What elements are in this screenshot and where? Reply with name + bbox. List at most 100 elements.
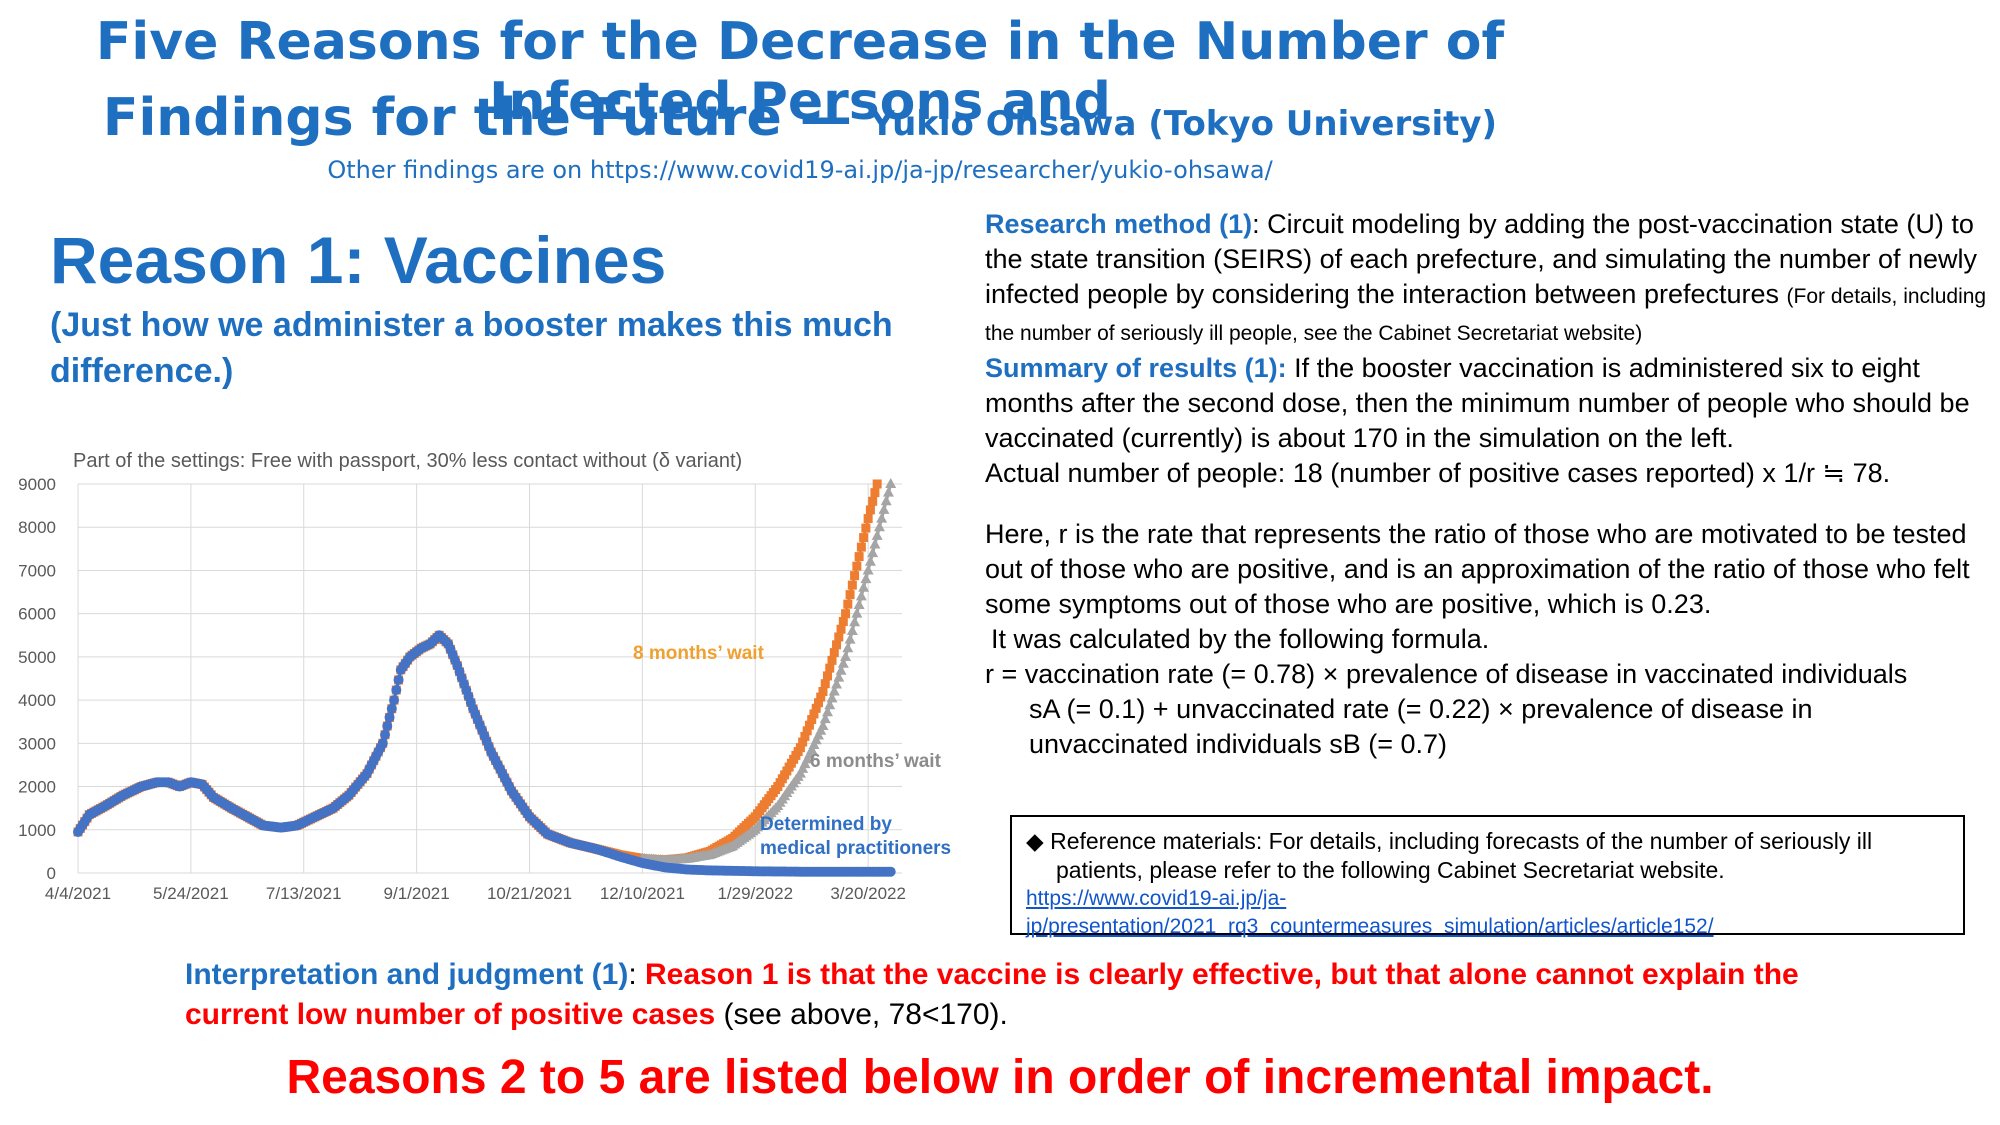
reference-link-line2[interactable]: jp/presentation/2021_rq3_countermeasures… xyxy=(1026,915,1714,938)
data-point xyxy=(827,655,837,665)
data-point xyxy=(859,533,869,543)
x-tick-label: 9/1/2021 xyxy=(384,884,450,903)
page-title-line2: Findings for the Future — Yukio Ohsawa (… xyxy=(0,88,1600,148)
data-point xyxy=(809,709,819,719)
series-line xyxy=(76,633,891,874)
data-point xyxy=(813,698,823,708)
data-point xyxy=(872,479,882,489)
data-point xyxy=(854,552,864,562)
data-point xyxy=(825,663,835,673)
data-point xyxy=(868,496,878,506)
data-point xyxy=(384,712,395,723)
y-tick-label: 1000 xyxy=(18,821,56,840)
data-point xyxy=(849,616,861,627)
data-point xyxy=(878,503,890,514)
data-point xyxy=(800,731,810,741)
actual-number-line: Actual number of people: 18 (number of p… xyxy=(985,458,1891,488)
data-point xyxy=(840,650,852,661)
series-square-markers xyxy=(73,479,882,865)
data-point xyxy=(851,607,863,618)
data-point xyxy=(826,692,838,703)
data-point xyxy=(393,674,404,685)
reference-link-line1[interactable]: https://www.covid19-ai.jp/ja- xyxy=(1026,887,1287,910)
x-tick-label: 7/13/2021 xyxy=(266,884,342,903)
chart-title: Part of the settings: Free with passport… xyxy=(73,450,742,472)
data-point xyxy=(824,699,836,710)
data-point xyxy=(876,512,888,523)
data-point xyxy=(380,729,391,740)
data-point xyxy=(377,738,388,749)
data-point xyxy=(882,486,894,497)
title-dash: — xyxy=(781,88,870,148)
data-point xyxy=(391,685,402,696)
data-point xyxy=(382,721,393,732)
data-point xyxy=(860,573,872,584)
formula-line3: unvaccinated individuals sB (= 0.7) xyxy=(1029,729,1447,759)
data-point xyxy=(838,616,848,626)
data-point xyxy=(795,743,805,753)
y-tick-label: 2000 xyxy=(18,778,56,797)
annotation-6-months: 6 months’ wait xyxy=(810,751,942,772)
data-point xyxy=(798,737,808,747)
chart-grid xyxy=(77,483,902,874)
data-point xyxy=(880,495,892,506)
author-name: Yukio Ohsawa (Tokyo University) xyxy=(869,104,1498,144)
y-tick-label: 0 xyxy=(47,864,56,883)
annotation-determined-line2: medical practitioners xyxy=(760,838,951,859)
data-point xyxy=(843,599,853,609)
data-point xyxy=(867,547,879,558)
data-point xyxy=(862,564,874,575)
data-point xyxy=(853,599,865,610)
y-tick-label: 3000 xyxy=(18,734,56,753)
data-point xyxy=(807,715,817,725)
data-point xyxy=(844,633,856,644)
data-point xyxy=(869,538,881,549)
data-point xyxy=(829,648,839,658)
reference-box: ◆ Reference materials: For details, incl… xyxy=(1010,815,1965,938)
data-point xyxy=(885,866,896,877)
data-point xyxy=(831,678,843,689)
data-point xyxy=(846,624,858,635)
data-point xyxy=(389,695,400,706)
summary-text: If the booster vaccination is administer… xyxy=(985,353,1970,453)
data-point xyxy=(870,488,880,498)
y-tick-label: 8000 xyxy=(18,518,56,537)
data-point xyxy=(822,706,834,717)
data-point xyxy=(885,478,897,488)
data-point xyxy=(864,555,876,566)
research-method-label: Research method (1) xyxy=(985,209,1253,239)
formula-line2: sA (= 0.1) + unvaccinated rate (= 0.22) … xyxy=(1029,694,1813,724)
data-point xyxy=(804,720,814,730)
data-point xyxy=(820,679,830,689)
reference-description: Reference materials: For details, includ… xyxy=(1050,828,1873,883)
data-point xyxy=(845,590,855,600)
summary-label: Summary of results (1): xyxy=(985,353,1287,383)
x-tick-label: 3/20/2022 xyxy=(830,884,906,903)
data-point xyxy=(856,542,866,552)
data-point xyxy=(855,590,867,601)
interpretation-colon: : xyxy=(628,958,646,991)
data-point xyxy=(865,505,875,515)
r-definition: Here, r is the rate that represents the … xyxy=(985,519,1970,619)
data-point xyxy=(816,692,826,702)
data-point xyxy=(836,624,846,634)
calc-line: It was calculated by the following formu… xyxy=(991,624,1490,654)
data-point xyxy=(850,571,860,581)
data-point xyxy=(818,686,828,696)
summary-paragraph: Summary of results (1): If the booster v… xyxy=(985,351,1995,456)
x-tick-label: 10/21/2021 xyxy=(487,884,572,903)
data-point xyxy=(817,720,829,731)
data-point xyxy=(847,580,857,590)
data-point xyxy=(823,671,833,681)
page-title-line2-text: Findings for the Future xyxy=(102,88,782,148)
data-point xyxy=(386,703,397,714)
interpretation-tail: (see above, 78<170). xyxy=(715,998,1008,1031)
reason-heading: Reason 1: Vaccines xyxy=(50,223,667,297)
other-findings-line: Other findings are on https://www.covid1… xyxy=(327,156,1273,184)
data-point xyxy=(873,521,885,532)
interpretation-label: Interpretation and judgment (1) xyxy=(185,958,629,991)
data-point xyxy=(833,671,845,682)
data-point xyxy=(832,640,842,650)
interpretation-paragraph: Interpretation and judgment (1): Reason … xyxy=(185,955,1835,1035)
data-point xyxy=(861,523,871,533)
